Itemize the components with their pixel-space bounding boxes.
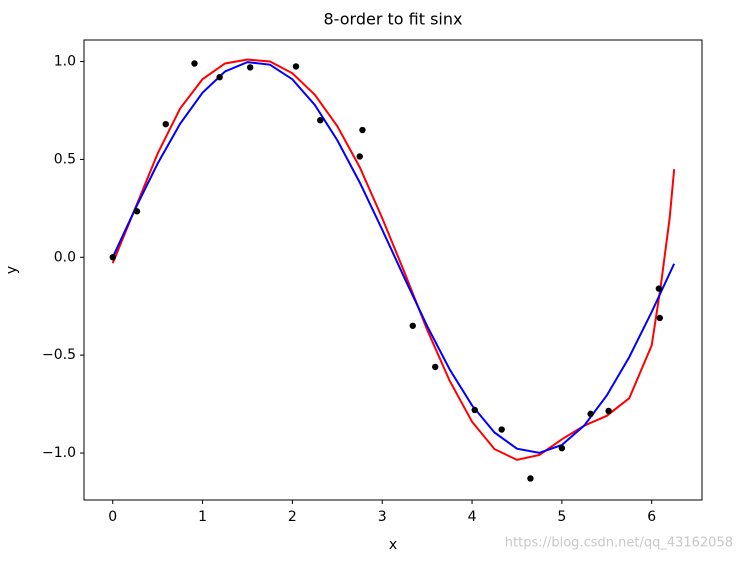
- scatter-point: [246, 64, 254, 71]
- x-tick-label: 3: [378, 509, 387, 525]
- x-tick-label: 0: [108, 509, 117, 525]
- fit-line: [111, 61, 676, 454]
- scatter-point: [133, 208, 141, 215]
- scatter-point: [605, 407, 612, 415]
- scatter-point: [109, 254, 116, 261]
- scatter-point: [356, 153, 363, 160]
- scatter-point: [498, 426, 505, 433]
- scatter-point: [162, 120, 169, 128]
- scatter-point: [587, 410, 594, 418]
- y-tick-label: 0.5: [54, 151, 76, 167]
- x-tick-label: 2: [288, 509, 297, 525]
- y-tick-label: 0.0: [54, 249, 76, 265]
- scatter-point: [432, 363, 439, 371]
- fit-line: [111, 58, 676, 461]
- y-tick-label: 1.0: [54, 54, 76, 70]
- chart-title: 8-order to fit sinx: [324, 10, 463, 29]
- scatter-point: [317, 117, 324, 124]
- x-tick-label: 4: [468, 509, 477, 525]
- scatter-point: [655, 285, 663, 292]
- scatter-point: [191, 60, 198, 67]
- scatter-point: [656, 314, 663, 322]
- y-tick-label: −1.0: [42, 445, 76, 461]
- x-tick-label: 1: [198, 509, 207, 525]
- scatter-point: [471, 406, 478, 414]
- scatter-point: [558, 444, 566, 452]
- scatter-point: [359, 126, 366, 134]
- x-axis-label: x: [389, 537, 397, 553]
- x-tick-label: 6: [647, 509, 656, 525]
- scatter-point: [527, 475, 534, 482]
- x-tick-label: 5: [557, 509, 566, 525]
- watermark: https://blog.csdn.net/qq_43162058: [505, 536, 733, 551]
- scatter-point: [216, 73, 223, 81]
- scatter-point: [409, 322, 416, 329]
- y-tick-label: −0.5: [42, 347, 76, 363]
- y-axis-label: y: [4, 266, 20, 274]
- scatter-point: [292, 63, 300, 70]
- plot-frame: [83, 39, 703, 501]
